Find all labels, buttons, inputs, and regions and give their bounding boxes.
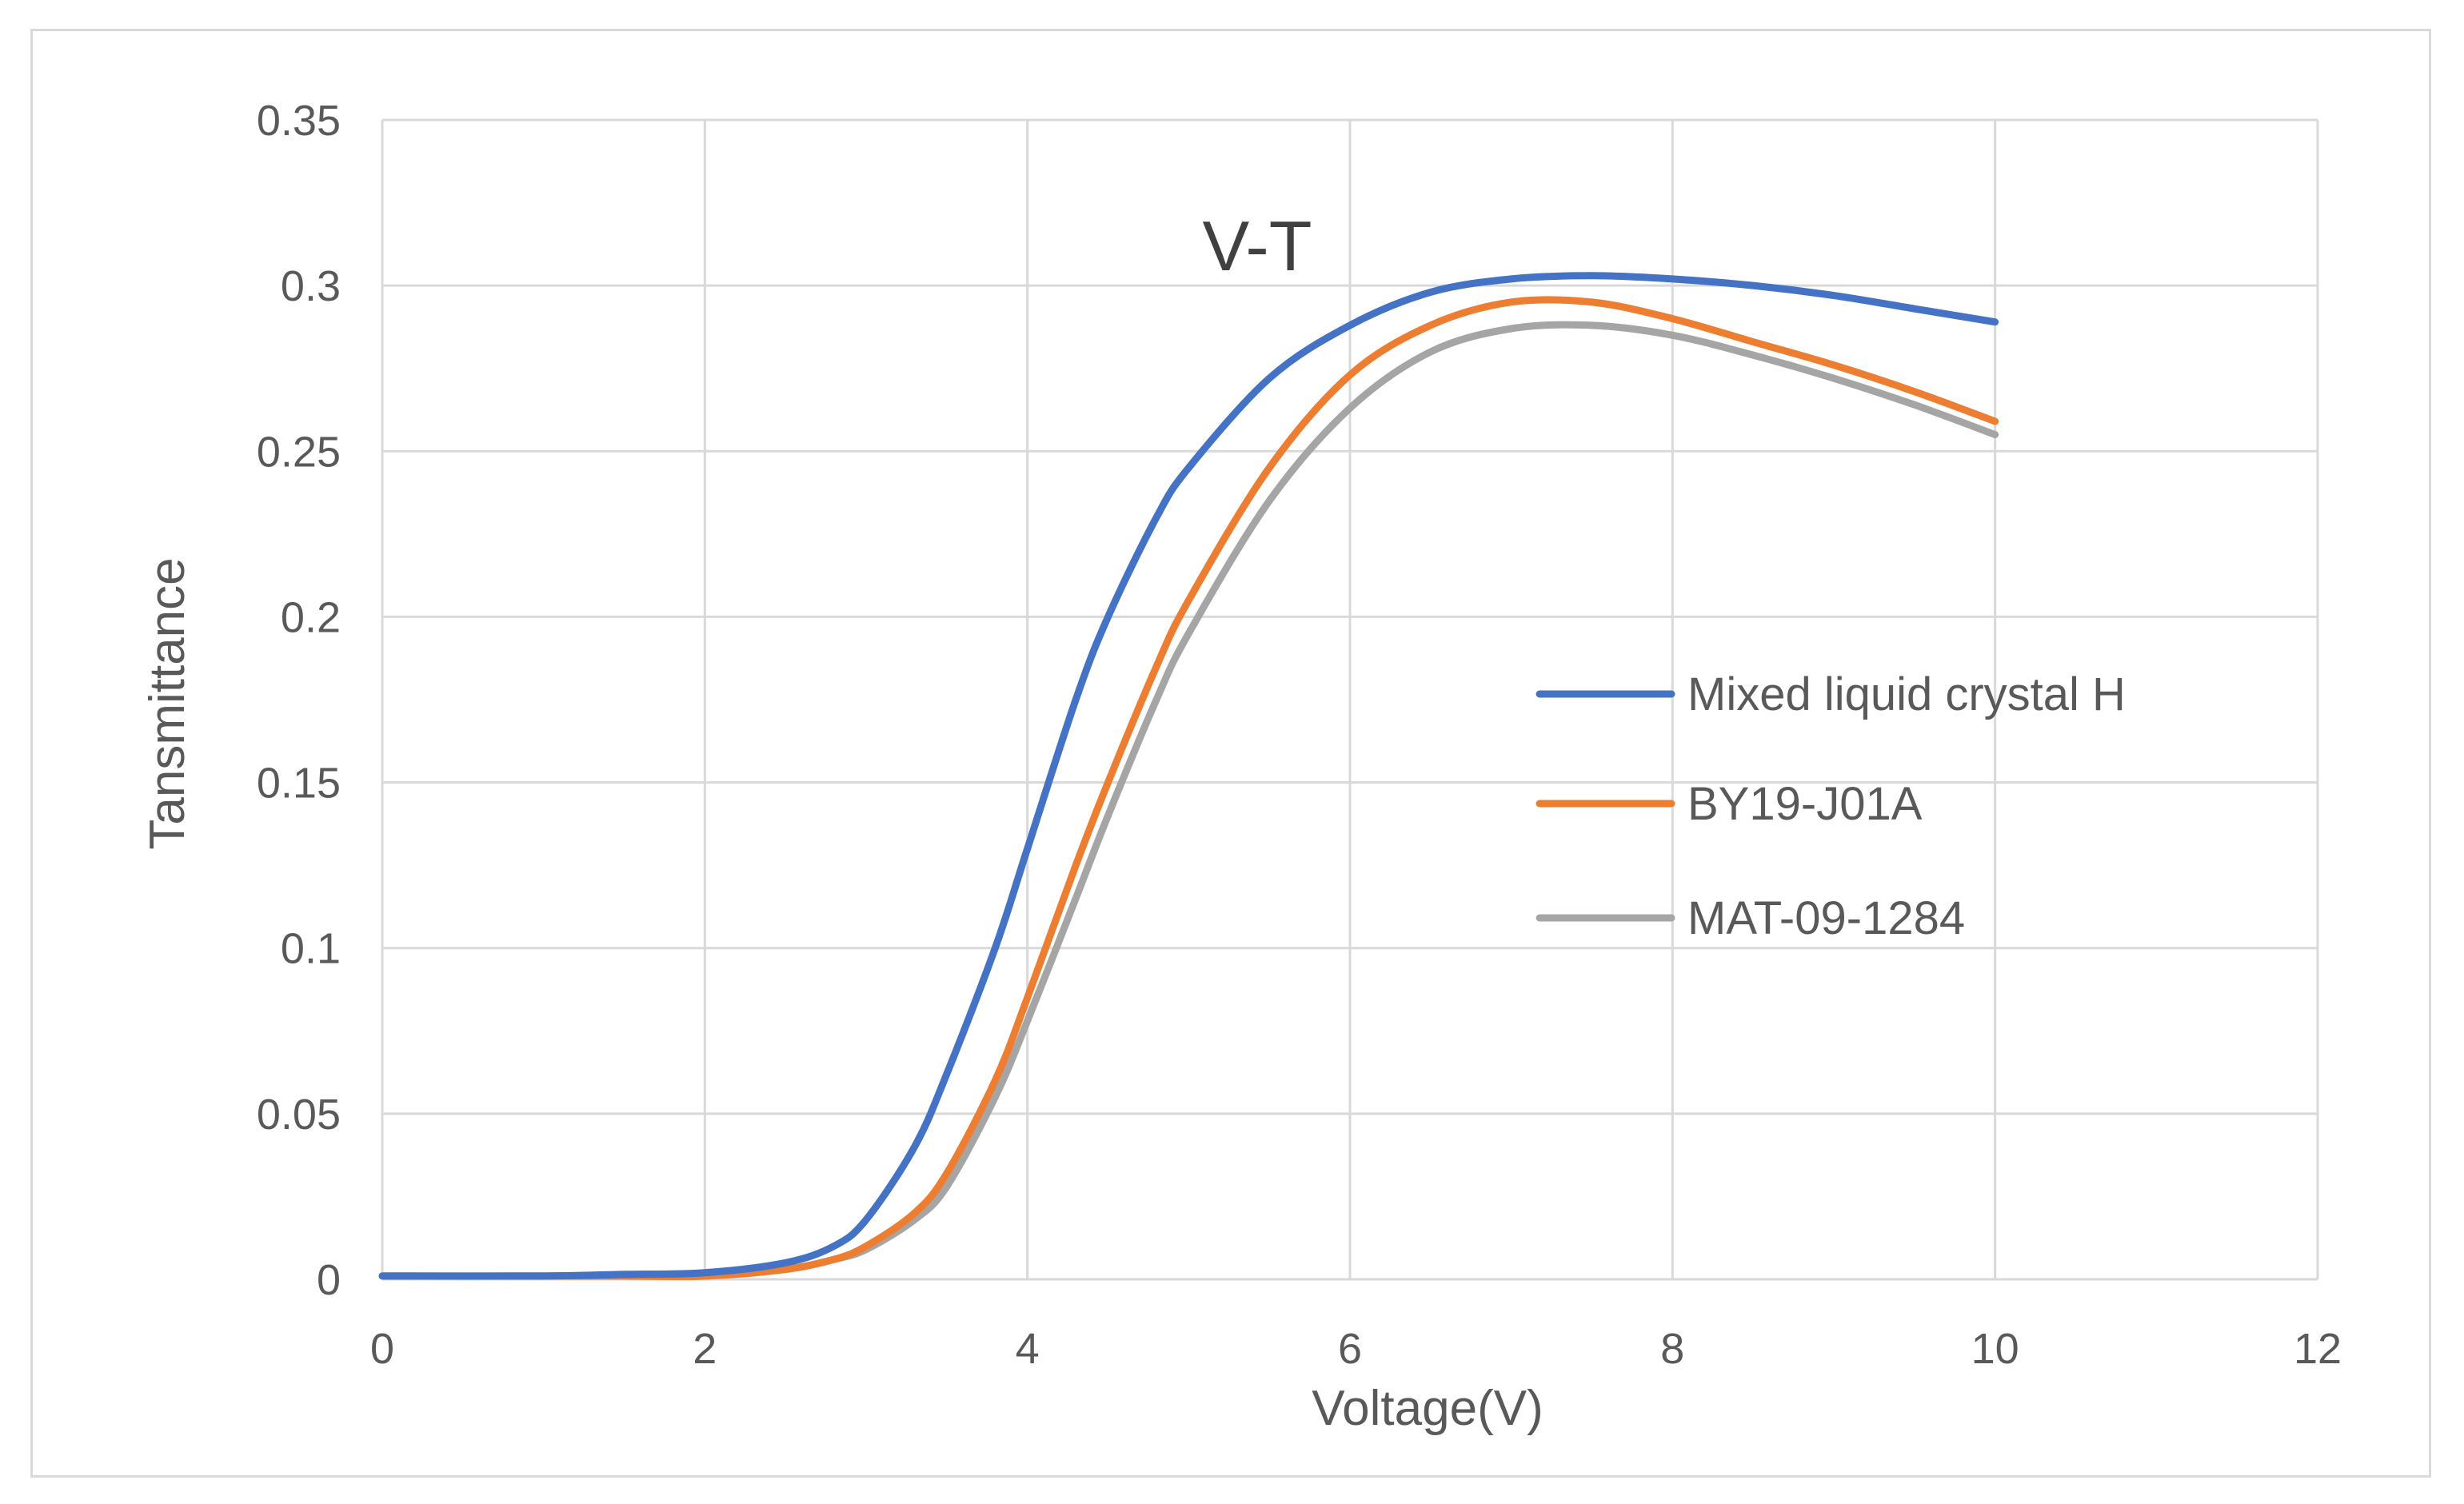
- y-tick-label: 0.2: [281, 593, 341, 641]
- legend-label-0: Mixed liquid crystal H: [1687, 668, 2126, 720]
- x-tick-label: 12: [2294, 1325, 2342, 1373]
- y-tick-label: 0.3: [281, 262, 341, 310]
- y-tick-label: 0.15: [257, 760, 341, 808]
- x-tick-label: 2: [693, 1325, 717, 1373]
- x-tick-labels: 0 2 4 6 8 10 12: [370, 1325, 2342, 1373]
- y-tick-label: 0.05: [257, 1091, 341, 1139]
- chart-frame: [30, 29, 2431, 1478]
- chart-title: V-T: [1203, 206, 1312, 285]
- y-axis-title: Tansmittance: [140, 557, 195, 849]
- y-tick-label: 0: [317, 1256, 341, 1304]
- y-tick-labels: 0 0.05 0.1 0.15 0.2 0.25 0.3 0.35: [257, 97, 341, 1304]
- series-lines: [378, 272, 1999, 1280]
- x-axis-title: Voltage(V): [1312, 1381, 1543, 1436]
- y-tick-label: 0.1: [281, 925, 341, 973]
- legend-label-1: BY19-J01A: [1687, 778, 1923, 830]
- y-tick-label: 0.25: [257, 428, 341, 476]
- series-line-0: [378, 272, 1999, 1280]
- x-tick-label: 4: [1016, 1325, 1040, 1373]
- series-line-1: [378, 296, 1999, 1280]
- legend: Mixed liquid crystal H BY19-J01A MAT-09-12…: [1536, 668, 2126, 944]
- x-tick-label: 6: [1338, 1325, 1362, 1373]
- x-tick-label: 8: [1660, 1325, 1684, 1373]
- x-tick-label: 10: [1971, 1325, 2019, 1373]
- y-tick-label: 0.35: [257, 97, 341, 145]
- x-tick-label: 0: [370, 1325, 394, 1373]
- legend-label-2: MAT-09-1284: [1687, 892, 1965, 944]
